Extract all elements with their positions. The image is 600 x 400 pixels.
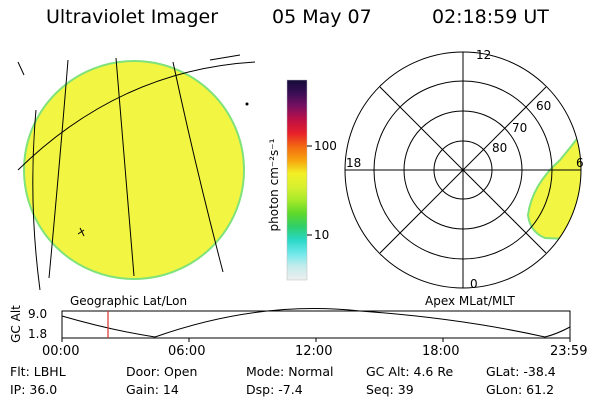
latitude-line: [209, 54, 241, 61]
altitude-ylabel: GC Alt: [9, 305, 23, 343]
gc-alt-status: GC Alt: 4.6 Re: [366, 364, 454, 379]
time-tick-0600: 06:00: [168, 344, 206, 359]
lat-label-70: 70: [512, 121, 528, 135]
gain-status: Gain: 14: [126, 382, 179, 397]
polar-panel: [344, 51, 582, 289]
star-dot: [245, 102, 249, 106]
geographic-panel: [17, 54, 256, 291]
filter-status: Flt: LBHL: [10, 364, 66, 379]
coastline-mark: [77, 227, 85, 237]
glat-status: GLat: -38.4: [486, 364, 556, 379]
time-tick-1800: 18:00: [422, 344, 460, 359]
mlt-label-6: 6: [576, 156, 584, 170]
colorbar-tick-10: 10: [314, 228, 330, 242]
time-tick-2359: 23:59: [550, 344, 588, 359]
longitude-line: [32, 109, 41, 291]
longitude-line: [48, 59, 69, 279]
dsp-status: Dsp: -7.4: [246, 382, 303, 397]
mlt-line-diag: [379, 86, 547, 254]
mlt-label-12: 12: [476, 48, 492, 62]
geographic-panel-label: Geographic Lat/Lon: [70, 294, 188, 308]
altitude-plot: [61, 308, 571, 342]
altitude-ymax: 9.0: [28, 307, 48, 321]
longitude-line: [115, 57, 135, 277]
colorbar-tick-100: 100: [314, 139, 337, 153]
time-tick-1200: 12:00: [295, 344, 333, 359]
polar-grid: [344, 51, 582, 289]
limb-mark: [17, 61, 25, 76]
uv-disk-image: [23, 60, 245, 280]
door-status: Door: Open: [126, 364, 198, 379]
altitude-curve: [61, 308, 571, 338]
ip-status: IP: 36.0: [10, 382, 58, 397]
time-tick-0000: 00:00: [42, 344, 80, 359]
mlt-label-18: 18: [346, 156, 362, 170]
glon-status: GLon: 61.2: [486, 382, 555, 397]
date-label: 05 May 07: [272, 6, 372, 28]
altitude-ymin: 1.8: [28, 327, 48, 341]
longitude-line: [172, 61, 224, 273]
lat-label-60: 60: [536, 99, 552, 113]
colorbar-bar: [286, 79, 308, 281]
colorbar: [286, 79, 312, 281]
lat-label-80: 80: [492, 141, 508, 155]
colorbar-unit-label: photon cm⁻²s⁻¹: [267, 138, 281, 232]
mlt-label-0: 0: [470, 277, 478, 291]
seq-status: Seq: 39: [366, 382, 414, 397]
geographic-grid: [17, 54, 256, 291]
altitude-ticks: [61, 338, 571, 342]
mode-status: Mode: Normal: [246, 364, 334, 379]
instrument-title: Ultraviolet Imager: [46, 6, 219, 28]
latitude-line: [17, 61, 256, 171]
polar-panel-label: Apex MLat/MLT: [425, 294, 515, 308]
time-label: 02:18:59 UT: [432, 6, 549, 28]
auroral-oval: [526, 134, 581, 242]
